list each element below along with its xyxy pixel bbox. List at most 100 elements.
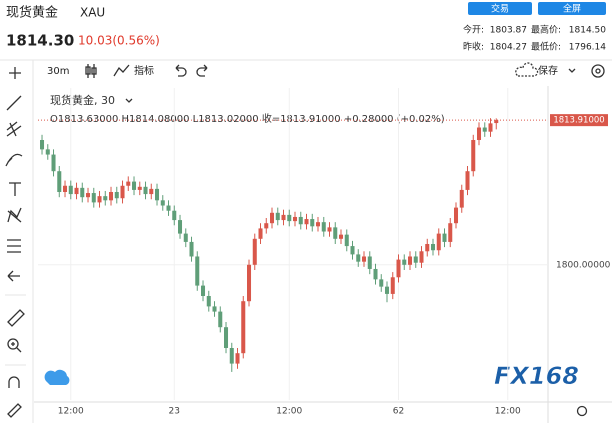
interval-button[interactable]: 30m <box>47 66 69 77</box>
cloud-icon[interactable] <box>44 369 70 385</box>
candle-body <box>338 234 344 239</box>
crosshair-tool[interactable] <box>9 67 21 79</box>
candle-body <box>287 214 292 222</box>
candle-body <box>436 233 441 251</box>
candle-body <box>120 185 125 199</box>
x-tick-label: 12:00 <box>58 407 84 417</box>
candle-body <box>270 212 275 224</box>
candle-body <box>384 286 390 294</box>
candle-body <box>476 127 482 140</box>
save-menu-icon[interactable] <box>568 68 576 73</box>
candle-body <box>166 205 171 211</box>
text-tool[interactable] <box>9 182 21 196</box>
candle-body <box>350 246 355 255</box>
candle-body <box>442 233 447 242</box>
pattern-tool[interactable] <box>7 207 22 223</box>
fullscreen-button[interactable] <box>538 2 606 15</box>
candle-body <box>68 185 73 195</box>
candle-body <box>413 256 418 263</box>
zoom-tool[interactable] <box>7 338 19 350</box>
candle-body <box>172 210 177 221</box>
trade-button[interactable] <box>468 2 532 15</box>
candle-body <box>471 140 476 172</box>
candle-body <box>465 171 470 190</box>
candle-body <box>74 187 79 195</box>
candle-body <box>425 244 430 252</box>
candle-body <box>160 200 165 206</box>
x-tick-label: 12:00 <box>495 407 521 417</box>
candle-body <box>407 256 413 265</box>
stat-label: 今开: <box>463 24 484 36</box>
trade-button-label[interactable]: 交易 <box>491 3 509 15</box>
axis-settings-icon[interactable] <box>576 405 588 417</box>
candle-body <box>356 254 361 262</box>
stat-label: 最高价: <box>531 24 561 36</box>
line-tool[interactable] <box>6 95 22 111</box>
chart-style-icon[interactable] <box>85 64 97 78</box>
ruler-tool[interactable] <box>7 309 25 327</box>
cloud-save-icon[interactable] <box>515 62 539 77</box>
candle-body <box>361 256 367 262</box>
prediction-tool[interactable] <box>7 239 21 253</box>
candle-body <box>430 244 436 251</box>
settings-icon-center <box>595 68 601 74</box>
candle-body <box>137 186 142 190</box>
magnet-tool[interactable] <box>8 376 20 388</box>
candle-body <box>367 256 372 269</box>
candle-body <box>344 234 349 247</box>
candle-body <box>229 348 234 364</box>
candle-body <box>178 220 183 234</box>
settings-icon[interactable] <box>591 64 605 78</box>
lock-tool[interactable] <box>7 403 22 418</box>
candle-body <box>247 264 252 302</box>
stat-label: 最低价: <box>531 41 561 53</box>
candle-body <box>373 268 378 280</box>
zoom-tool-detail <box>11 342 22 353</box>
stat-value: 1796.14 <box>569 43 606 53</box>
candle-body <box>396 259 401 278</box>
x-tick-label: 23 <box>169 407 180 417</box>
candle-body <box>304 219 309 225</box>
candle-body <box>298 216 303 225</box>
brush-tool[interactable] <box>5 153 23 167</box>
legend-menu-icon[interactable] <box>125 98 133 103</box>
candle-body <box>459 189 464 208</box>
instrument-name: 现货黄金 <box>6 5 58 21</box>
back-tool[interactable] <box>7 270 20 282</box>
candle-body <box>201 285 206 296</box>
candle-body <box>264 223 269 229</box>
candle-body <box>315 222 321 227</box>
candle-body <box>275 212 280 221</box>
candle-body <box>241 301 246 354</box>
candle-body <box>453 207 459 224</box>
indicator-icon[interactable] <box>113 64 130 77</box>
candle-body <box>126 181 131 186</box>
undo-icon[interactable] <box>175 64 187 77</box>
candle-body <box>235 353 240 364</box>
candle-body <box>224 327 229 348</box>
candle-body <box>189 241 194 257</box>
last-price-label: 1813.91000 <box>553 116 604 126</box>
indicator-button[interactable]: 指标 <box>134 64 154 77</box>
candle-body <box>63 185 68 192</box>
stat-value: 1803.87 <box>490 26 527 36</box>
candle-body <box>402 259 407 265</box>
candle-body <box>482 127 487 132</box>
candle-body <box>40 140 45 150</box>
instrument-symbol: XAU <box>80 6 105 20</box>
candle-body <box>57 171 62 192</box>
fib-tool[interactable] <box>6 121 22 137</box>
candle-body <box>212 306 217 312</box>
candle-body <box>258 228 263 239</box>
candle-body <box>419 251 424 263</box>
chart-legend-ohlc: O1813.63000 H1814.08000 L1813.02000 收=18… <box>50 112 445 125</box>
candle-body <box>195 256 200 286</box>
candle-body <box>114 192 119 199</box>
fullscreen-button-label[interactable]: 全屏 <box>563 3 581 15</box>
candle-body <box>218 311 223 328</box>
save-button[interactable]: 保存 <box>538 64 558 77</box>
candle-body <box>155 188 160 201</box>
y-tick-label: 1800.00000 <box>556 260 611 270</box>
left-toolbar <box>5 67 25 418</box>
